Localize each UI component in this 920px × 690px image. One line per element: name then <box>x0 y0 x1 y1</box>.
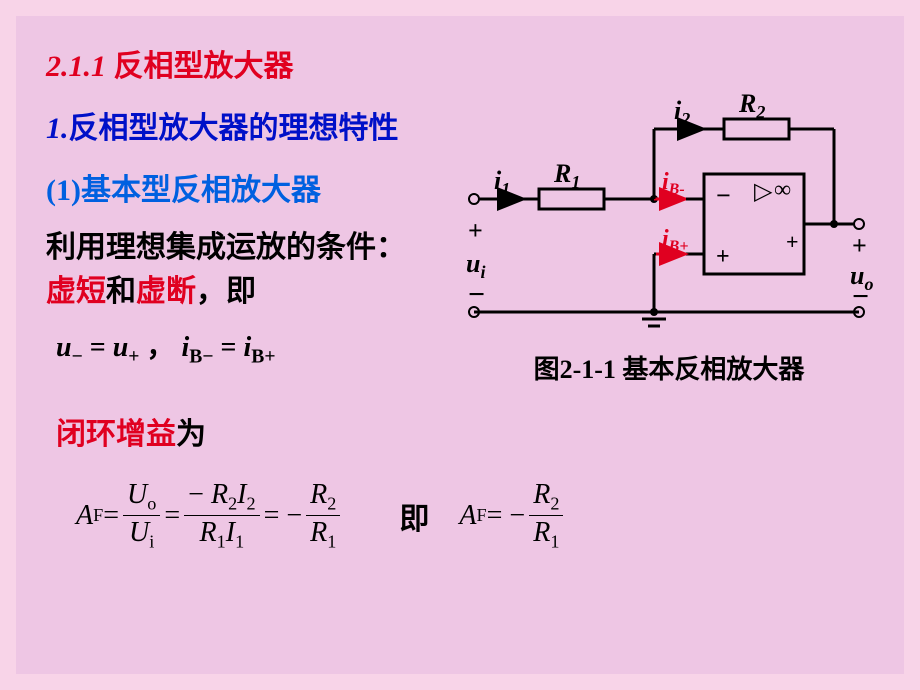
R1-label: R <box>553 159 571 188</box>
f2-num-sub: 2 <box>550 493 559 513</box>
section-number: 2.1.1 <box>46 50 106 83</box>
f1-num2-Isub: 2 <box>246 493 255 513</box>
opamp-triangle-icon: ▷ <box>754 179 773 205</box>
f1-num3-sub: 2 <box>327 493 336 513</box>
subtitle-text: 反相型放大器的理想特性 <box>69 112 399 145</box>
f2-eq: = − <box>487 500 526 532</box>
f1-den1-sub: i <box>149 532 154 552</box>
u-minus-sub: − <box>72 347 83 368</box>
f1-frac2: − R2I2 R1I1 <box>184 478 259 554</box>
f1-num2-Rsub: 2 <box>228 493 237 513</box>
i2-sub: 2 <box>680 109 690 129</box>
f1-num1: U <box>127 479 147 510</box>
opamp-infinity: ∞ <box>774 177 791 203</box>
f1-den3: R <box>310 517 327 548</box>
i-b-plus-sub: B+ <box>251 347 275 368</box>
subsubtitle-number: (1) <box>46 174 81 207</box>
i-b-minus-sub: B− <box>189 347 213 368</box>
i1-sub: 1 <box>501 179 510 199</box>
f1-eq1: = <box>103 500 119 532</box>
R2-label: R <box>738 94 756 118</box>
f2-frac: R2 R1 <box>529 478 563 554</box>
formula-2: AF = − R2 R1 <box>459 478 567 554</box>
f1-frac1: Uo Ui <box>123 478 160 554</box>
f2-num: R <box>533 479 550 510</box>
u-plus: u <box>113 332 129 363</box>
circuit-diagram: − + ▷ ∞ + i1 R1 i2 R2 iB- iB+ + ui − + u… <box>454 94 884 389</box>
figure-caption: 图2-1-1 基本反相放大器 <box>454 349 884 386</box>
closed-loop-red: 闭环增益 <box>56 418 176 451</box>
separator: ， <box>146 332 181 363</box>
f1-num2-pre: − <box>188 479 211 510</box>
circuit-svg: − + ▷ ∞ + i1 R1 i2 R2 iB- iB+ + ui − + u… <box>454 94 884 344</box>
caption-text: 基本反相放大器 <box>616 355 805 384</box>
eq-sign-1: = <box>90 332 113 363</box>
ui-minus: − <box>468 278 485 311</box>
f2-A-sub: F <box>476 505 486 526</box>
f1-den2-Isub: 1 <box>235 532 244 552</box>
ui-label: u <box>466 249 480 278</box>
virtual-short: 虚短 <box>46 275 106 308</box>
f1-den1: U <box>129 517 149 548</box>
f1-den3-sub: 1 <box>327 532 336 552</box>
svg-text:i2: i2 <box>674 96 690 129</box>
iBm-sub: B- <box>668 181 685 198</box>
section-text: 反相型放大器 <box>114 50 294 83</box>
subsubtitle-text: 基本型反相放大器 <box>81 174 321 207</box>
R2-sub: 2 <box>755 102 765 122</box>
svg-text:R1: R1 <box>553 159 580 192</box>
f2-den: R <box>533 517 550 548</box>
f1-frac3: R2 R1 <box>306 478 340 554</box>
uo-plus: + <box>852 231 867 260</box>
u-minus: u <box>56 332 72 363</box>
iBp-sub: B+ <box>668 238 689 255</box>
f1-num3: R <box>310 479 327 510</box>
opamp-minus-label: − <box>716 181 731 210</box>
f1-eq2: = <box>164 500 180 532</box>
closed-loop-gain-label: 闭环增益为 <box>56 409 874 453</box>
ui-plus: + <box>468 216 483 245</box>
eq-sign-2: = <box>221 332 244 363</box>
f1-eq3: = − <box>264 500 303 532</box>
slide-content: 2.1.1 反相型放大器 1.反相型放大器的理想特性 (1)基本型反相放大器 利… <box>16 16 904 674</box>
svg-text:R2: R2 <box>738 94 765 122</box>
opamp-out-plus: + <box>786 229 799 254</box>
svg-text:iB+: iB+ <box>662 226 688 255</box>
u-plus-sub: + <box>128 347 139 368</box>
f1-A-sub: F <box>93 505 103 526</box>
f2-A: A <box>459 500 476 532</box>
f1-A: A <box>76 500 93 532</box>
f1-den2-R: R <box>200 517 217 548</box>
f1-den2-I: I <box>226 517 235 548</box>
R1-sub: 1 <box>571 172 580 192</box>
svg-text:iB-: iB- <box>662 169 685 198</box>
ji-label: 即 <box>399 494 429 538</box>
subtitle-number: 1. <box>46 112 69 145</box>
f1-num2-R: R <box>211 479 228 510</box>
f2-den-sub: 1 <box>550 532 559 552</box>
formula-1: AF = Uo Ui = − R2I2 R1I1 = − R2 R1 <box>76 478 344 554</box>
f1-num1-sub: o <box>147 493 156 513</box>
comma-ie: ，即 <box>196 275 256 308</box>
caption-number: 图2-1-1 <box>534 355 616 384</box>
opamp-plus-label: + <box>716 244 730 270</box>
equations-row: AF = Uo Ui = − R2I2 R1I1 = − R2 R1 即 AF … <box>76 478 874 554</box>
closed-loop-black: 为 <box>176 418 206 451</box>
virtual-open: 虚断 <box>136 275 196 308</box>
and-text: 和 <box>106 275 136 308</box>
uo-minus: − <box>852 280 869 313</box>
f1-den2-Rsub: 1 <box>217 532 226 552</box>
svg-text:i1: i1 <box>494 166 510 199</box>
section-title: 2.1.1 反相型放大器 <box>46 41 874 85</box>
